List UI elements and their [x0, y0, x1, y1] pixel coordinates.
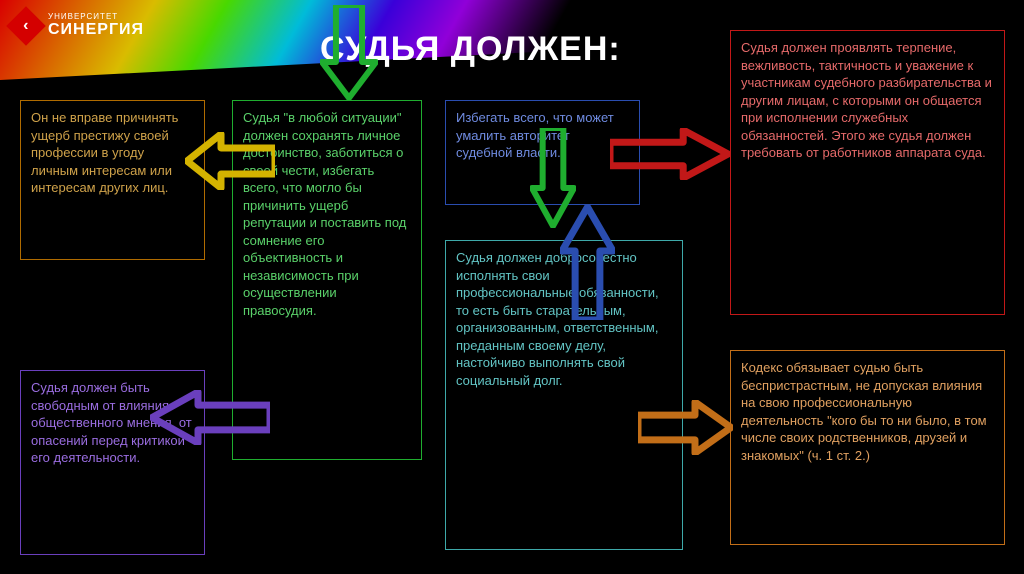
arrow-a_green_down	[320, 5, 378, 105]
arrow-a_orange_right	[638, 400, 733, 460]
logo-big: СИНЕРГИЯ	[48, 22, 144, 39]
info-box-b6: Судья должен проявлять терпение, вежливо…	[730, 30, 1005, 315]
info-box-b7: Кодекс обязывает судью быть беспристраст…	[730, 350, 1005, 545]
arrow-a_yellow_left	[185, 132, 275, 195]
info-box-b1: Он не вправе причинять ущерб престижу св…	[20, 100, 205, 260]
arrow-a_purple_left	[150, 390, 270, 450]
logo: ‹ УНИВЕРСИТЕТ СИНЕРГИЯ	[12, 12, 144, 40]
arrow-a_red_right	[610, 128, 730, 185]
arrow-a_blue_up	[560, 205, 615, 325]
logo-badge-icon: ‹	[6, 6, 46, 46]
